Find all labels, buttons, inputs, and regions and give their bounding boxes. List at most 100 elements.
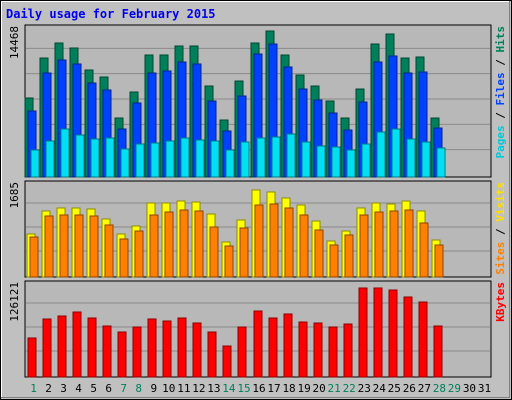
bar-sites-day-17 [269,203,279,278]
bar-kbytes-day-2 [42,318,52,378]
bar-kbytes-day-22 [343,323,353,378]
bar-pages-day-6 [105,137,115,178]
bar-sites-day-14 [224,245,234,278]
x-tick-day-12: 12 [192,382,205,395]
bar-pages-day-20 [316,145,326,178]
x-tick-day-26: 26 [403,382,416,395]
bar-pages-day-19 [301,141,311,178]
bar-kbytes-day-13 [207,331,217,378]
bar-pages-day-28 [436,147,446,178]
bar-pages-day-27 [421,141,431,178]
bar-kbytes-day-5 [87,317,97,378]
bar-pages-day-3 [60,128,70,178]
bar-kbytes-day-6 [102,325,112,378]
bar-sites-day-28 [434,244,444,278]
y-max-label: 14468 [8,26,21,59]
bar-sites-day-16 [254,204,264,278]
bar-kbytes-day-18 [283,313,293,378]
x-tick-day-9: 9 [150,382,157,395]
bar-kbytes-day-3 [57,315,67,378]
y-max-label: 1685 [8,182,21,209]
x-tick-day-10: 10 [162,382,175,395]
bar-pages-day-8 [135,143,145,178]
x-tick-day-19: 19 [297,382,310,395]
bar-sites-day-9 [149,214,159,278]
bar-kbytes-day-17 [268,317,278,378]
bar-sites-day-13 [209,226,219,278]
bar-kbytes-day-8 [132,326,142,378]
x-tick-day-21: 21 [328,382,341,395]
x-tick-day-27: 27 [418,382,431,395]
x-tick-day-23: 23 [358,382,371,395]
bar-sites-day-4 [74,214,84,278]
bar-sites-day-10 [164,211,174,278]
bar-kbytes-day-19 [298,321,308,378]
x-tick-day-17: 17 [267,382,280,395]
panel-hits-files-pages: 14468 Pages / Files / Hits [8,24,507,178]
series-sites [29,203,444,278]
x-tick-day-31: 31 [478,382,491,395]
bar-kbytes-day-20 [313,322,323,378]
x-tick-day-24: 24 [373,382,387,395]
series-label-part: KBytes [494,282,507,322]
bar-kbytes-day-7 [117,331,127,378]
bar-kbytes-day-1 [27,337,37,378]
bar-pages-day-25 [391,128,401,178]
x-tick-day-18: 18 [282,382,295,395]
bar-kbytes-day-11 [177,317,187,378]
bar-pages-day-22 [346,149,356,178]
panel-visits-sites: 1685 Sites / Visits [8,180,507,278]
chart-panels: 14468 Pages / Files / Hits 1685 Sites / Vis… [8,24,507,378]
bar-kbytes-day-27 [418,301,428,378]
series-label-part: Sites [494,242,507,275]
bar-kbytes-day-16 [253,310,263,378]
x-tick-day-15: 15 [237,382,250,395]
bar-pages-day-26 [406,138,416,178]
bar-sites-day-22 [344,234,354,278]
bar-pages-day-2 [45,140,55,178]
bar-sites-day-7 [119,238,129,278]
bar-kbytes-day-10 [162,320,172,378]
bar-pages-day-24 [376,131,386,178]
series-label: KBytes [494,282,507,322]
bar-sites-day-23 [359,214,369,278]
bar-kbytes-day-14 [222,345,232,378]
x-tick-day-20: 20 [313,382,326,395]
bar-sites-day-2 [44,215,54,278]
bar-pages-day-18 [286,133,296,178]
x-tick-day-4: 4 [75,382,82,395]
series-label-part: Pages [494,125,507,158]
series-label-part: Visits [494,182,507,222]
bar-pages-day-14 [225,149,235,178]
x-tick-day-28: 28 [433,382,446,395]
y-max-label: 126121 [8,282,21,322]
x-tick-day-16: 16 [252,382,265,395]
bar-sites-day-8 [134,230,144,278]
bar-pages-day-23 [361,143,371,178]
panel-kbytes: 126121 KBytes [8,280,507,378]
x-tick-day-30: 30 [463,382,476,395]
bar-sites-day-3 [59,214,69,278]
series-kbytes [27,287,443,378]
bar-pages-day-7 [120,148,130,178]
bar-kbytes-day-12 [192,322,202,378]
bar-kbytes-day-9 [147,318,157,378]
bar-pages-day-12 [195,139,205,178]
x-tick-day-14: 14 [222,382,236,395]
bar-sites-day-1 [29,236,39,278]
series-label-part: / [494,222,507,242]
bar-pages-day-15 [240,141,250,178]
bar-pages-day-10 [165,140,175,178]
bar-pages-day-9 [150,142,160,178]
x-tick-day-11: 11 [177,382,190,395]
x-axis-day-labels: 1 2 3 4 5 6 7 8 9 10 11 12 13 14 15 16 17 18 19 20 21 22 23 24 2… [30,382,491,395]
chart-title: Daily usage for February 2015 [6,7,216,21]
bar-pages-day-21 [331,146,341,178]
bar-kbytes-day-4 [72,311,82,378]
bar-kbytes-day-24 [373,287,383,378]
bar-sites-day-24 [374,211,384,278]
bar-sites-day-18 [284,207,294,278]
bar-sites-day-5 [89,215,99,278]
bar-pages-day-16 [256,137,266,178]
